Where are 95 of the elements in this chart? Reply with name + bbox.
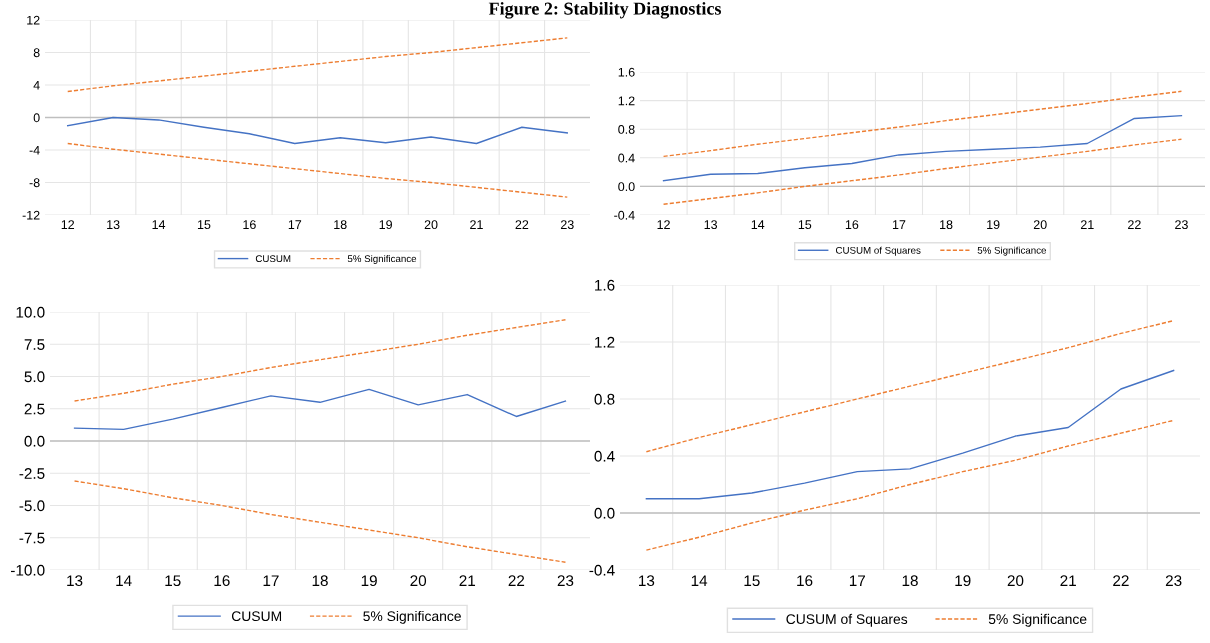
x-tick-label: 18 [940, 220, 953, 230]
legend-label: CUSUM [255, 255, 291, 263]
y-tick-label: 0.0 [24, 435, 45, 447]
y-tick-label: 0.0 [618, 182, 635, 192]
x-tick-label: 13 [639, 575, 655, 587]
y-tick-label: 0 [33, 113, 40, 123]
x-tick-label: 16 [243, 220, 256, 230]
x-tick-label: 15 [798, 220, 812, 230]
legend-label: 5% Significance [988, 613, 1087, 627]
x-tick-label: 20 [410, 575, 427, 587]
y-tick-label: 0.4 [618, 153, 635, 163]
y-tick-label: 1.2 [595, 336, 615, 348]
y-tick-label: 1.6 [618, 67, 635, 77]
legend-label: 5% Significance [977, 246, 1047, 256]
y-tick-label: 1.2 [618, 96, 635, 106]
y-tick-label: -10.0 [11, 564, 45, 576]
line-series [67, 37, 568, 93]
x-tick-label: 22 [1128, 220, 1141, 229]
x-tick-label: 21 [1080, 220, 1094, 229]
x-tick-label: 21 [1060, 575, 1076, 586]
x-tick-label: 15 [744, 575, 760, 587]
x-tick-label: 19 [379, 220, 392, 230]
x-tick-label: 12 [657, 220, 670, 229]
line-series [73, 388, 567, 431]
line-series [67, 142, 568, 198]
x-tick-label: 17 [849, 575, 865, 586]
x-tick-label: 16 [797, 575, 813, 587]
y-tick-label: 7.5 [24, 339, 45, 350]
x-tick-label: 22 [515, 220, 529, 229]
y-tick-label: 12 [27, 15, 40, 25]
x-tick-label: 23 [1175, 220, 1188, 230]
y-tick-label: 0.8 [594, 393, 615, 405]
x-tick-label: 12 [61, 220, 75, 229]
x-tick-label: 22 [508, 575, 525, 586]
x-tick-label: 19 [361, 575, 377, 587]
x-tick-label: 18 [334, 220, 347, 230]
y-tick-label: -12 [22, 210, 40, 220]
x-tick-label: 13 [67, 575, 83, 587]
x-tick-label: 14 [116, 575, 132, 586]
line-series [662, 114, 1183, 182]
line-series [645, 369, 1175, 500]
y-tick-label: 1.6 [595, 279, 615, 291]
y-tick-label: -0.4 [614, 210, 635, 220]
x-tick-label: 23 [1165, 575, 1182, 587]
line-series [67, 116, 568, 145]
y-tick-label: 5.0 [24, 371, 45, 383]
x-tick-label: 20 [1033, 220, 1047, 230]
x-tick-label: 19 [987, 220, 1000, 230]
chart-title: Figure 2: Stability Diagnostics [488, 2, 722, 19]
x-tick-label: 13 [704, 220, 718, 230]
x-tick-label: 20 [424, 220, 438, 230]
x-tick-label: 17 [288, 220, 302, 229]
x-tick-label: 23 [560, 220, 574, 230]
legend-label: CUSUM [231, 611, 282, 622]
x-tick-label: 22 [1113, 575, 1129, 586]
x-tick-label: 21 [459, 575, 476, 586]
y-tick-label: 8 [33, 48, 40, 58]
y-tick-label: -2.5 [19, 468, 45, 479]
y-tick-label: -4 [29, 145, 40, 155]
x-tick-label: 21 [470, 220, 483, 229]
line-series [645, 319, 1175, 453]
y-tick-label: -0.4 [589, 564, 615, 576]
y-tick-label: 0.0 [594, 507, 615, 519]
y-tick-label: -7.5 [19, 532, 45, 544]
x-tick-label: 15 [165, 575, 181, 587]
x-tick-label: 20 [1007, 575, 1024, 587]
legend-label: CUSUM of Squares [836, 246, 921, 256]
y-tick-label: -5.0 [19, 500, 45, 512]
x-tick-label: 16 [845, 220, 859, 230]
line-series [73, 480, 567, 563]
legend-label: 5% Significance [363, 610, 461, 624]
x-tick-label: 14 [152, 220, 166, 229]
x-tick-label: 14 [691, 575, 708, 586]
x-tick-label: 18 [902, 575, 918, 587]
x-tick-label: 18 [312, 575, 328, 587]
y-tick-label: 4 [33, 80, 40, 90]
x-tick-label: 14 [751, 220, 765, 229]
y-tick-label: 0.4 [594, 450, 615, 462]
line-series [645, 419, 1175, 551]
y-tick-label: -8 [29, 178, 40, 188]
x-tick-label: 15 [197, 220, 211, 230]
legend-label: CUSUM of Squares [786, 613, 908, 627]
line-series [662, 90, 1183, 158]
x-tick-label: 13 [107, 220, 120, 230]
x-tick-label: 17 [263, 575, 279, 586]
y-tick-label: 2.5 [24, 403, 45, 415]
y-tick-label: 10.0 [16, 306, 45, 318]
x-tick-label: 19 [955, 575, 971, 587]
legend-label: 5% Significance [347, 254, 417, 265]
line-series [662, 138, 1183, 205]
x-tick-label: 16 [214, 575, 230, 587]
y-tick-label: 0.8 [618, 125, 635, 134]
line-series [73, 319, 567, 402]
x-tick-label: 17 [892, 220, 906, 229]
x-tick-label: 23 [557, 575, 574, 587]
